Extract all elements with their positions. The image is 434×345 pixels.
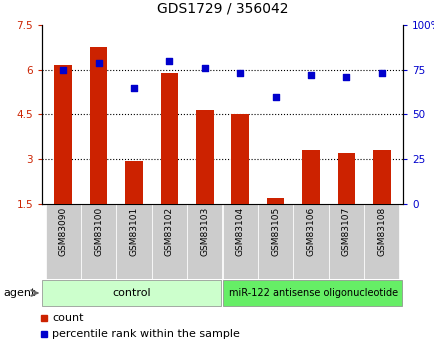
Point (307, 72, 314, 78)
Point (165, 58, 172, 63)
Text: GSM83106: GSM83106 (306, 207, 315, 256)
Text: GSM83100: GSM83100 (94, 207, 103, 256)
Text: GSM83108: GSM83108 (376, 207, 385, 256)
Bar (116, 204, 151, 279)
Text: GSM83090: GSM83090 (59, 207, 68, 256)
Bar (42, 280, 221, 306)
Text: count: count (52, 313, 83, 323)
Text: GDS1729 / 356042: GDS1729 / 356042 (156, 1, 288, 15)
Point (59, 67, 66, 72)
Text: GSM83105: GSM83105 (270, 207, 279, 256)
Bar (160, 73, 178, 204)
Bar (195, 110, 213, 204)
Bar (231, 115, 249, 204)
Bar (363, 204, 398, 279)
Bar (187, 204, 222, 279)
Text: control: control (112, 288, 151, 298)
Point (272, 94, 279, 99)
Bar (151, 204, 187, 279)
Bar (81, 204, 116, 279)
Point (342, 74, 349, 80)
Text: GSM83102: GSM83102 (164, 207, 174, 256)
Bar (372, 150, 390, 204)
Bar (257, 204, 293, 279)
Bar (266, 198, 284, 204)
Point (378, 71, 385, 76)
Bar (125, 161, 142, 204)
Text: GSM83101: GSM83101 (129, 207, 138, 256)
Bar (328, 204, 363, 279)
Point (95, 60, 102, 65)
Point (201, 65, 208, 71)
Bar (223, 280, 401, 306)
Text: miR-122 antisense oligonucleotide: miR-122 antisense oligonucleotide (228, 288, 397, 298)
Bar (46, 204, 81, 279)
Bar (302, 150, 319, 204)
Point (236, 71, 243, 76)
Bar (89, 47, 107, 204)
Bar (293, 204, 328, 279)
Text: agent: agent (3, 288, 35, 298)
Bar (337, 153, 355, 204)
Bar (222, 204, 257, 279)
Text: GSM83104: GSM83104 (235, 207, 244, 256)
Point (130, 85, 137, 90)
Bar (54, 65, 72, 204)
Text: GSM83103: GSM83103 (200, 207, 209, 256)
Text: percentile rank within the sample: percentile rank within the sample (52, 329, 239, 339)
Text: GSM83107: GSM83107 (341, 207, 350, 256)
